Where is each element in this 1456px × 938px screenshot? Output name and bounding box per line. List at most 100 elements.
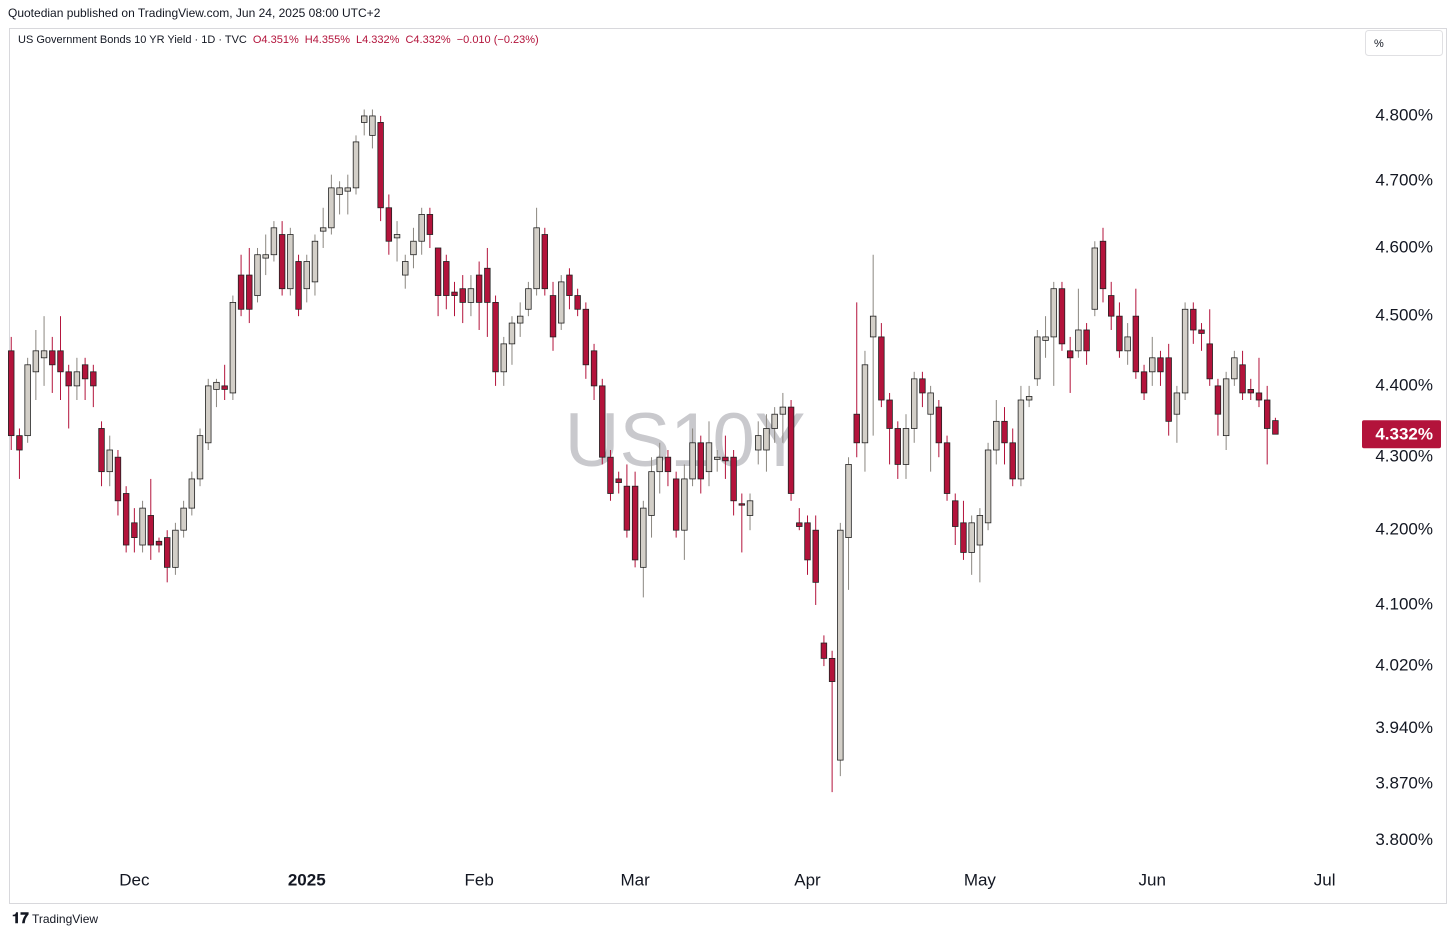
candle-body bbox=[1034, 336, 1041, 380]
y-tick-label: 4.200% bbox=[1375, 520, 1433, 539]
x-tick-label: Jul bbox=[1314, 870, 1336, 889]
x-tick-label: Dec bbox=[119, 870, 150, 889]
plot-area bbox=[8, 109, 1279, 793]
candle-body bbox=[1231, 357, 1238, 380]
candle-body bbox=[952, 500, 959, 527]
y-tick-label: 4.400% bbox=[1375, 375, 1433, 394]
candle-body bbox=[311, 240, 319, 283]
candle-body bbox=[8, 350, 15, 437]
candle-body bbox=[1173, 392, 1181, 415]
candle-body bbox=[475, 274, 483, 303]
candle-body bbox=[1255, 392, 1263, 401]
last-price-box bbox=[1362, 420, 1441, 449]
candle-body bbox=[779, 406, 787, 415]
candle-body bbox=[393, 234, 401, 239]
candle-body bbox=[254, 254, 261, 296]
candle-body bbox=[155, 540, 163, 546]
candle-body bbox=[262, 254, 269, 259]
candle-body bbox=[705, 442, 713, 473]
candle-body bbox=[1222, 378, 1230, 437]
candle-body bbox=[1214, 385, 1222, 415]
candle-body bbox=[73, 371, 81, 387]
candle-body bbox=[492, 302, 499, 373]
scale-box[interactable] bbox=[1365, 30, 1443, 56]
candle-body bbox=[1165, 357, 1172, 422]
candle-body bbox=[106, 449, 113, 473]
candle-body bbox=[270, 227, 278, 256]
scale-label: % bbox=[1374, 38, 1384, 50]
candle-body bbox=[869, 315, 877, 338]
candle-body bbox=[344, 187, 351, 192]
candle-body bbox=[738, 503, 746, 506]
candle-body bbox=[1099, 240, 1107, 290]
candle-body bbox=[886, 399, 893, 429]
y-tick-label: 4.300% bbox=[1375, 447, 1433, 466]
candle-body bbox=[1050, 288, 1057, 338]
candle-body bbox=[787, 406, 795, 494]
candle-body bbox=[533, 227, 540, 290]
candle-body bbox=[1091, 247, 1099, 310]
candle-body bbox=[541, 234, 549, 290]
candle-body bbox=[558, 281, 565, 324]
candle-body bbox=[484, 267, 491, 303]
candle-body bbox=[443, 261, 450, 296]
candle-body bbox=[878, 336, 885, 401]
candle-body bbox=[623, 485, 631, 531]
candle-body bbox=[607, 456, 614, 494]
candle-body bbox=[508, 322, 516, 345]
candle-body bbox=[697, 442, 704, 480]
candle-body bbox=[1198, 329, 1205, 334]
candle-body bbox=[1247, 389, 1254, 394]
candle-body bbox=[16, 435, 23, 451]
chart-frame bbox=[9, 28, 1447, 904]
candle-body bbox=[574, 295, 581, 310]
candle-body bbox=[229, 302, 237, 394]
candle-body bbox=[1066, 350, 1074, 359]
candle-body bbox=[1001, 420, 1008, 444]
candle-body bbox=[65, 371, 72, 387]
candle-body bbox=[656, 456, 663, 473]
candle-body bbox=[911, 378, 918, 429]
candle-body bbox=[131, 522, 138, 538]
candle-body bbox=[32, 350, 40, 373]
y-tick-label: 3.940% bbox=[1375, 718, 1433, 737]
candle-body bbox=[328, 187, 335, 229]
candle-body bbox=[1124, 336, 1131, 352]
candle-body bbox=[163, 537, 171, 568]
ohlc-value: −0.010 (−0.23%) bbox=[456, 34, 539, 46]
candle-body bbox=[746, 500, 754, 516]
candle-body bbox=[303, 261, 310, 290]
candle-body bbox=[410, 240, 417, 256]
candle-body bbox=[361, 115, 368, 123]
x-tick-label: 2025 bbox=[288, 870, 326, 889]
candle-body bbox=[385, 207, 393, 242]
candle-body bbox=[730, 456, 737, 502]
candle-body bbox=[845, 464, 852, 538]
candle-body bbox=[1157, 357, 1164, 373]
candle-body bbox=[295, 261, 302, 310]
candle-body bbox=[812, 529, 819, 583]
candle-body bbox=[664, 456, 672, 473]
candle-body bbox=[426, 214, 434, 235]
candle-body bbox=[246, 274, 253, 310]
candle-body bbox=[180, 507, 187, 531]
candle-body bbox=[237, 274, 245, 310]
y-tick-label: 4.100% bbox=[1375, 594, 1433, 613]
candle-body bbox=[172, 529, 179, 568]
candle-body bbox=[722, 456, 729, 462]
candle-body bbox=[599, 385, 606, 458]
y-tick-label: 4.500% bbox=[1375, 306, 1433, 325]
candle-body bbox=[81, 364, 89, 380]
candle-body bbox=[631, 485, 639, 561]
legend-header: US Government Bonds 10 YR Yield · 1D · T… bbox=[18, 34, 539, 46]
candle-body bbox=[500, 343, 507, 373]
candle-body bbox=[196, 435, 204, 480]
candle-body bbox=[681, 478, 688, 531]
candle-body bbox=[90, 371, 97, 387]
candle-body bbox=[459, 288, 466, 303]
candle-body bbox=[828, 657, 836, 682]
candle-body bbox=[114, 456, 122, 502]
candle-body bbox=[1206, 343, 1213, 380]
candle-body bbox=[516, 315, 524, 324]
